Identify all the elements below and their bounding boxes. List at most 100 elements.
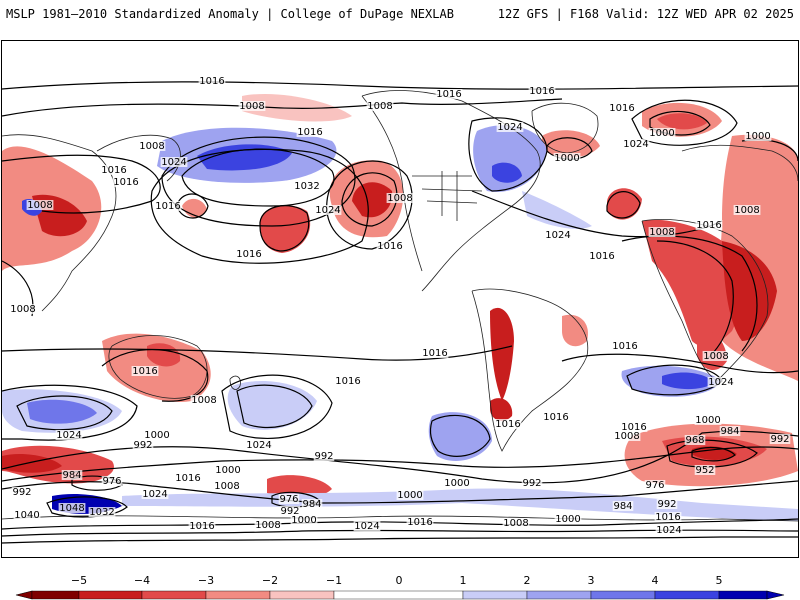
anomaly-pos-s-atlantic-core xyxy=(662,372,714,390)
isobar-1024-n-america xyxy=(468,117,548,192)
isobar-label: 1016 xyxy=(132,366,157,377)
colorbar-tick-label: 1 xyxy=(459,574,467,587)
isobar-label: 968 xyxy=(685,435,704,446)
isobar-label: 1024 xyxy=(56,430,81,441)
isobar-label: 1016 xyxy=(621,422,646,433)
isobar-label: 1008 xyxy=(27,200,52,211)
isobar-label-bg xyxy=(544,230,572,240)
isobar-label-bg xyxy=(554,514,582,524)
isobar-label-bg xyxy=(733,205,761,215)
isobar-1016-tasman xyxy=(221,374,333,440)
colorbar-tick-label: 3 xyxy=(587,574,595,587)
isobar-label-bg xyxy=(174,473,202,483)
isobar-label-bg xyxy=(769,434,791,444)
isobar-label: 1008 xyxy=(367,101,392,112)
isobar-label: 1024 xyxy=(545,230,570,241)
isobar-label: 1008 xyxy=(214,481,239,492)
isobar-label: 952 xyxy=(695,465,714,476)
colorbar-tick-label: −1 xyxy=(325,574,343,587)
isobar-label-bg xyxy=(100,165,128,175)
isobar-label: 1000 xyxy=(554,153,579,164)
isobar-952-low xyxy=(691,446,736,462)
colorbar-bin-pos1 xyxy=(462,590,528,600)
isobar-label-bg xyxy=(542,412,570,422)
colorbar-tick-label: 0 xyxy=(395,574,403,587)
isobar-label-bg xyxy=(160,157,188,167)
isobar-label-bg xyxy=(131,366,159,376)
isobar-label-bg xyxy=(58,503,86,513)
isobar-label-bg xyxy=(656,499,678,509)
isobar-label: 1040 xyxy=(14,510,39,521)
isobar-1008-aleutian xyxy=(341,172,398,227)
coast-east-asia xyxy=(96,134,181,182)
isobar-label: 1008 xyxy=(10,304,35,315)
isobar-label-bg xyxy=(655,525,683,535)
colorbar: −5 −4 −3 −2 −1 0 1 2 3 4 5 xyxy=(0,568,800,600)
negative-anomaly-layer xyxy=(2,93,798,498)
isobar-label-bg xyxy=(435,89,463,99)
isobar-label: 1008 xyxy=(649,227,674,238)
colorbar-tick-label: 2 xyxy=(523,574,531,587)
anomaly-neg-azores xyxy=(607,188,642,220)
anomaly-neg-andes xyxy=(490,307,514,401)
isobar-label: 984 xyxy=(613,501,632,512)
isobar-1016-pacific xyxy=(150,148,369,264)
isobar-label: 1016 xyxy=(655,512,680,523)
isobar-label-bg xyxy=(112,177,140,187)
isobar-1016-antarctic xyxy=(2,529,798,537)
isobar-label-bg xyxy=(553,153,581,163)
isobar-label: 1016 xyxy=(422,348,447,359)
isobar-label-bg xyxy=(443,478,471,488)
coast-antarctica xyxy=(2,515,798,522)
isobar-label-bg xyxy=(235,249,263,259)
isobar-label: 1024 xyxy=(315,205,340,216)
isobar-label: 1008 xyxy=(703,351,728,362)
isobar-label: 1000 xyxy=(745,131,770,142)
isobar-1016-hawaii xyxy=(176,193,209,219)
isobar-1008-north xyxy=(2,98,563,117)
isobar-label-bg xyxy=(141,489,169,499)
isobar-label-bg xyxy=(238,101,266,111)
isobar-label-bg xyxy=(702,351,730,361)
isobar-label-bg xyxy=(143,430,171,440)
isobar-label: 1016 xyxy=(189,521,214,532)
isobar-label-bg xyxy=(694,415,722,425)
isobar-label-bg xyxy=(528,86,556,96)
isobar-label: 992 xyxy=(280,506,299,517)
isobar-1024-s-indian xyxy=(16,395,113,431)
anomaly-neg-cape-horn xyxy=(490,398,513,421)
isobar-label-bg xyxy=(654,512,682,522)
isobar-1016-aleutian xyxy=(326,160,413,250)
colorbar-bin-pos2 xyxy=(526,590,592,600)
isobar-label-bg xyxy=(695,220,723,230)
isobar-label: 1008 xyxy=(387,193,412,204)
isobar-label-bg xyxy=(301,499,323,509)
anomaly-pos-s-indian-core xyxy=(27,399,97,424)
isobar-label: 1016 xyxy=(113,177,138,188)
isobar-label: 1016 xyxy=(236,249,261,260)
isobar-label: 992 xyxy=(314,451,333,462)
isobar-label: 1032 xyxy=(294,181,319,192)
isobar-label-bg xyxy=(198,76,226,86)
isobar-label-bg xyxy=(376,241,404,251)
isobar-label-bg xyxy=(293,181,321,191)
isobar-label: 1016 xyxy=(101,165,126,176)
isobar-label-bg xyxy=(334,376,362,386)
anomaly-neg-n-atlantic-core xyxy=(657,113,707,130)
isobar-label-bg xyxy=(278,494,300,504)
isobar-label: 1016 xyxy=(543,412,568,423)
isobar-label: 1000 xyxy=(555,514,580,525)
isobar-label: 1016 xyxy=(495,419,520,430)
isobar-label-bg xyxy=(190,395,218,405)
isobar-label-bg xyxy=(353,521,381,531)
isobar-label: 976 xyxy=(279,494,298,505)
isobar-label-bg xyxy=(502,518,530,528)
anomaly-neg-east-africa xyxy=(722,241,777,341)
coast-n-america-west xyxy=(361,95,423,272)
coast-europe xyxy=(681,144,798,182)
colorbar-left-arrow xyxy=(15,590,33,600)
isobar-1016-arc xyxy=(2,154,161,214)
anomaly-pos-siberia-core xyxy=(197,144,292,171)
isobar-label: 1016 xyxy=(297,127,322,138)
anomaly-neg-north-africa xyxy=(642,219,741,347)
